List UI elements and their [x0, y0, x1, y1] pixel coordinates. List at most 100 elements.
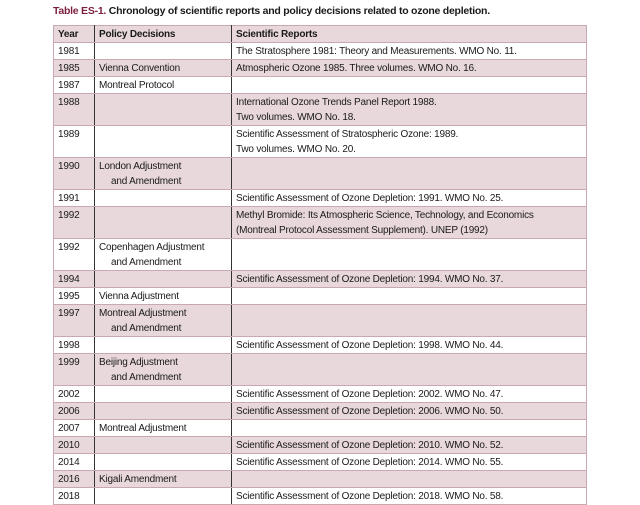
policy-line: Montreal Adjustment: [99, 308, 187, 319]
table-row: 1994 Scientific Assessment of Ozone Deple…: [53, 270, 587, 288]
policy-cell: [94, 453, 232, 471]
year-cell: 1995: [53, 287, 95, 305]
report-line: Scientific Assessment of Ozone Depletion…: [236, 193, 504, 204]
year: 1992: [58, 210, 80, 221]
report-cell: Scientific Assessment of Ozone Depletion…: [231, 402, 587, 420]
policy-cell: Beijing Adjustment and Amendment: [94, 353, 232, 386]
table-row: 2014 Scientific Assessment of Ozone Deple…: [53, 453, 587, 471]
report-cell: International Ozone Trends Panel Report …: [231, 93, 587, 126]
policy-line-continued: and Amendment: [111, 176, 182, 187]
year-cell: 1989: [53, 125, 95, 158]
table-row: 2006 Scientific Assessment of Ozone Deple…: [53, 402, 587, 420]
report-cell: Scientific Assessment of Ozone Depletion…: [231, 436, 587, 454]
report-cell: [231, 353, 587, 386]
report-line: Methyl Bromide: Its Atmospheric Science,…: [236, 210, 534, 221]
report-cell: [231, 304, 587, 337]
report-cell: [231, 76, 587, 94]
policy-cell: [94, 436, 232, 454]
policy-cell: Montreal Adjustment and Amendment: [94, 304, 232, 337]
report-cell: Scientific Assessment of Ozone Depletion…: [231, 385, 587, 403]
report-line: Scientific Assessment of Ozone Depletion…: [236, 457, 504, 468]
report-cell: Scientific Assessment of Ozone Depletion…: [231, 270, 587, 288]
policy-line: Beijing Adjustment: [99, 357, 178, 368]
year-cell: 2007: [53, 419, 95, 437]
report-cell: [231, 419, 587, 437]
table-row: 1987 Montreal Protocol: [53, 76, 587, 94]
policy-cell: [94, 42, 232, 60]
policy-cell: London Adjustment and Amendment: [94, 157, 232, 190]
year: 1995: [58, 291, 80, 302]
year: 1992: [58, 242, 80, 253]
policy-cell: Copenhagen Adjustment and Amendment: [94, 238, 232, 271]
table-caption-text: Chronology of scientific reports and pol…: [106, 5, 490, 17]
year-cell: 1992: [53, 206, 95, 239]
table-row: 1988 International Ozone Trends Panel Rep…: [53, 93, 587, 126]
year-cell: 1987: [53, 76, 95, 94]
year: 1990: [58, 161, 80, 172]
year-cell: 1991: [53, 189, 95, 207]
table-caption: Table ES-1. Chronology of scientific rep…: [53, 5, 490, 17]
report-line: The Stratosphere 1981: Theory and Measur…: [236, 46, 517, 57]
policy-line: Montreal Adjustment: [99, 423, 187, 434]
table-row: 2016 Kigali Amendment: [53, 470, 587, 488]
table-row: 1997 Montreal Adjustment and Amendment: [53, 304, 587, 337]
policy-line: Copenhagen Adjustment: [99, 242, 205, 253]
report-cell: The Stratosphere 1981: Theory and Measur…: [231, 42, 587, 60]
year: 1991: [58, 193, 80, 204]
policy-cell: [94, 336, 232, 354]
year: 2016: [58, 474, 80, 485]
year: 2018: [58, 491, 80, 502]
year-cell: 1981: [53, 42, 95, 60]
year-cell: 2006: [53, 402, 95, 420]
year: 2006: [58, 406, 80, 417]
table-row: 1989 Scientific Assessment of Stratospher…: [53, 125, 587, 158]
year-cell: 2010: [53, 436, 95, 454]
table-row: 1999 Beijing Adjustment and Amendment: [53, 353, 587, 386]
table-row: 2002 Scientific Assessment of Ozone Deple…: [53, 385, 587, 403]
table-row: 1995 Vienna Adjustment: [53, 287, 587, 305]
header-year: Year: [53, 25, 95, 43]
policy-cell: [94, 189, 232, 207]
chronology-table: Year Policy Decisions Scientific Reports…: [53, 25, 587, 505]
policy-cell: Kigali Amendment: [94, 470, 232, 488]
report-line: Scientific Assessment of Ozone Depletion…: [236, 274, 504, 285]
report-line-continued: Two volumes. WMO No. 20.: [236, 144, 356, 155]
report-line-continued: Two volumes. WMO No. 18.: [236, 112, 356, 123]
policy-cell: [94, 385, 232, 403]
header-row: Year Policy Decisions Scientific Reports: [53, 25, 587, 43]
year-cell: 2014: [53, 453, 95, 471]
policy-cell: [94, 93, 232, 126]
policy-cell: Montreal Protocol: [94, 76, 232, 94]
table-row: 1991 Scientific Assessment of Ozone Deple…: [53, 189, 587, 207]
policy-cell: [94, 270, 232, 288]
policy-line-continued: and Amendment: [111, 323, 182, 334]
year: 1988: [58, 97, 80, 108]
report-cell: Scientific Assessment of Ozone Depletion…: [231, 336, 587, 354]
year: 1999: [58, 357, 80, 368]
report-line: Scientific Assessment of Ozone Depletion…: [236, 406, 504, 417]
year: 1985: [58, 63, 80, 74]
report-line: Scientific Assessment of Ozone Depletion…: [236, 340, 504, 351]
year: 1987: [58, 80, 80, 91]
year-cell: 1999: [53, 353, 95, 386]
table-row: 1992 Copenhagen Adjustment and Amendment: [53, 238, 587, 271]
table-row: 2018 Scientific Assessment of Ozone Deple…: [53, 487, 587, 505]
year: 1981: [58, 46, 80, 57]
policy-line: Montreal Protocol: [99, 80, 174, 91]
header-reports: Scientific Reports: [231, 25, 587, 43]
policy-line: London Adjustment: [99, 161, 182, 172]
report-cell: [231, 470, 587, 488]
report-line: Scientific Assessment of Ozone Depletion…: [236, 440, 504, 451]
year-cell: 2016: [53, 470, 95, 488]
report-cell: Scientific Assessment of Ozone Depletion…: [231, 189, 587, 207]
report-cell: Scientific Assessment of Ozone Depletion…: [231, 453, 587, 471]
policy-cell: [94, 206, 232, 239]
table-row: 2010 Scientific Assessment of Ozone Deple…: [53, 436, 587, 454]
report-line-continued: (Montreal Protocol Assessment Supplement…: [236, 225, 488, 236]
report-cell: Scientific Assessment of Stratospheric O…: [231, 125, 587, 158]
policy-cell: Montreal Adjustment: [94, 419, 232, 437]
year-cell: 1994: [53, 270, 95, 288]
report-cell: Atmospheric Ozone 1985. Three volumes. W…: [231, 59, 587, 77]
policy-line: Kigali Amendment: [99, 474, 177, 485]
report-cell: Methyl Bromide: Its Atmospheric Science,…: [231, 206, 587, 239]
